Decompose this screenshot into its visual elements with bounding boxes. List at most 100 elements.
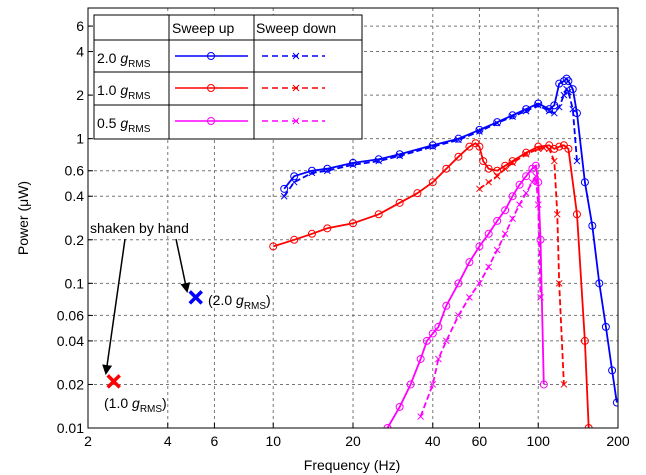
data-point [509,215,516,222]
y-tick-label: 0.1 [65,275,85,291]
legend-sample-up-marker [207,84,215,92]
data-point [580,178,589,187]
data-point [534,101,542,109]
series-0 [280,74,618,407]
x-tick-label: 200 [606,433,630,449]
data-point [493,172,501,180]
data-point [374,210,383,219]
legend-sample-down-marker [292,117,300,125]
data-point [531,161,540,170]
data-point [573,157,581,165]
data-point [559,77,568,86]
data-point [515,180,524,189]
data-point [612,398,618,407]
data-point [595,279,604,288]
data-point [522,148,531,157]
data-point [608,366,617,375]
data-point [569,105,577,113]
y-tick-label: 0.06 [57,307,84,323]
data-point [545,107,553,115]
y-tick-label: 4 [76,44,84,60]
y-tick-label: 0.02 [57,376,84,392]
data-point [565,88,572,96]
data-point [580,336,589,345]
data-point [466,293,473,301]
data-point [534,99,543,108]
data-point [308,169,316,177]
data-point [465,142,474,151]
data-point [428,329,437,338]
data-point [280,192,288,200]
data-point [476,128,483,135]
data-point [508,192,517,201]
data-point [540,144,548,152]
data-point [536,235,545,244]
data-point [475,242,484,251]
data-point [534,201,542,208]
data-point [374,155,383,164]
data-point [484,229,493,238]
data-point [455,312,462,319]
legend: Sweep up Sweep down 2.0 gRMS 1.0 gRMS 0.… [93,14,363,140]
data-point [442,164,451,173]
series-1 [280,85,581,200]
data-point [550,144,559,153]
hand-shaken-points [106,290,203,389]
x-tick-label: 6 [211,433,219,449]
data-point [588,221,597,230]
annotation-arrow-to-red-point [102,238,126,375]
data-point [476,279,483,287]
data-point [479,157,488,166]
data-point [465,258,474,267]
y-tick-label: 0.2 [65,232,85,248]
data-point [537,293,544,301]
data-point [290,178,298,186]
data-point [508,111,517,120]
data-point [454,279,463,288]
data-point [501,206,510,215]
data-point [417,413,425,420]
data-point [307,166,316,175]
data-point [485,263,493,271]
data-point [476,185,483,193]
data-point [493,119,501,127]
data-point [493,118,502,127]
y-tick-label: 0.4 [65,188,85,204]
data-point [323,167,331,175]
y-tick-label: 2 [76,87,84,103]
legend-header-sweep-down: Sweep down [256,20,336,36]
data-point [375,157,383,165]
data-point [429,381,437,388]
data-point [484,164,493,173]
data-point [555,279,563,287]
data-point [406,380,415,389]
x-tick-label: 100 [527,433,551,449]
series-layer [269,74,618,428]
data-point [429,143,437,151]
data-point [555,103,563,111]
data-point [442,301,451,310]
data-point [601,322,610,331]
legend-samples [175,52,325,125]
data-point [493,216,502,225]
data-point [562,74,571,83]
data-point [290,235,299,244]
data-point [522,150,530,158]
data-point [534,145,542,153]
data-point [435,355,442,363]
data-point [413,189,422,198]
data-point [501,165,509,173]
data-point [455,136,462,144]
y-tick-label: 0.01 [57,420,84,436]
hand-shaken-point-0 [106,374,121,389]
data-point [572,210,581,219]
data-point [584,424,593,428]
annotation-arrow-to-blue-point [175,238,191,293]
data-point [516,201,523,208]
data-point [568,85,577,94]
data-point [349,219,357,228]
data-point [560,381,568,388]
data-point [349,158,357,167]
data-point [475,125,484,134]
